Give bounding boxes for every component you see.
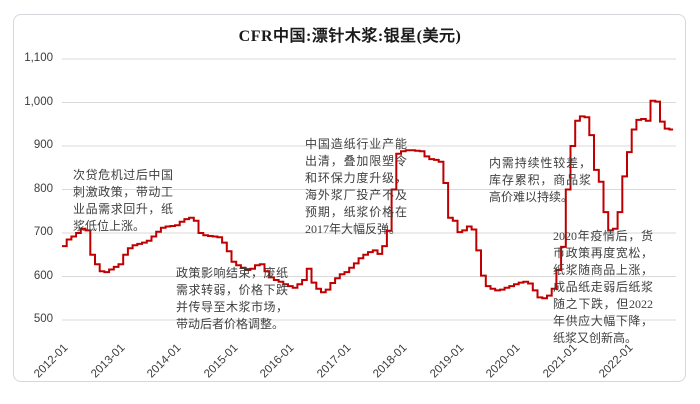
annotation-note: 内需持续性较差，库存累积，商品浆高价难以持续。 <box>489 156 591 205</box>
y-axis-label: 800 <box>33 182 53 195</box>
annotation-note: 政策影响结束，废纸需求转弱，价格下跌并传导至木浆市场，带动后者价格调整。 <box>176 266 288 332</box>
annotation-note: 次贷危机过后中国刺激政策，带动工业品需求回升，纸浆低位上涨。 <box>73 168 173 234</box>
y-axis-label: 500 <box>33 313 53 325</box>
annotation-note: 中国造纸行业产能出清，叠加限塑令和环保力度升级，海外浆厂投产不及预期，纸浆价格在… <box>305 137 407 237</box>
y-axis-label: 700 <box>33 226 53 238</box>
chart-frame <box>13 14 686 382</box>
y-axis-label: 1,000 <box>24 95 53 108</box>
chart-title: CFR中国:漂针木浆:银星(美元) <box>238 28 462 45</box>
price-line <box>62 99 674 300</box>
y-axis-label: 600 <box>33 269 53 282</box>
y-axis-label: 900 <box>33 139 53 151</box>
y-axis-label: 1,100 <box>24 52 53 64</box>
annotation-note: 2020年疫情后，货币政策再度宽松，纸浆随商品上涨，成品纸走弱后纸浆随之下跌，但… <box>553 229 653 346</box>
